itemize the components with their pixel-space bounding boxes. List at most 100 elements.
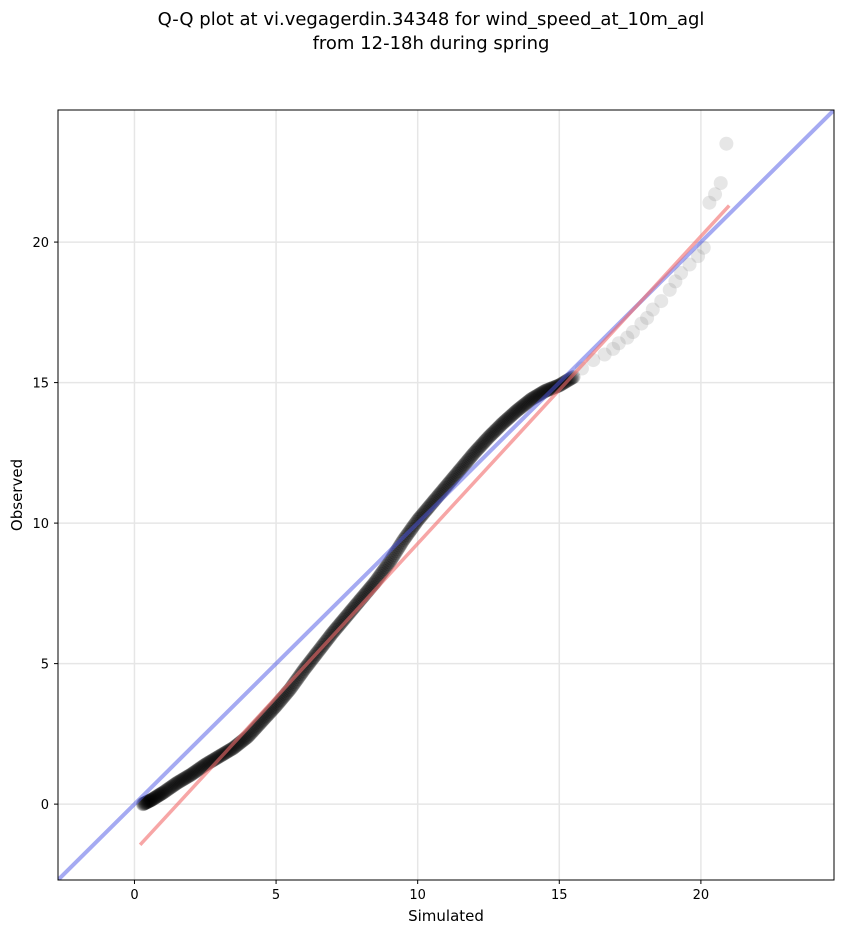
data-point (332, 617, 347, 632)
data-point (156, 785, 171, 800)
data-point (161, 781, 176, 796)
y-tick-label: 0 (41, 798, 49, 813)
data-point (172, 774, 187, 789)
data-point (152, 787, 167, 802)
tail-point (691, 249, 706, 264)
data-point (169, 776, 184, 791)
data-point (291, 670, 306, 685)
data-point (293, 667, 308, 682)
data-point (415, 507, 430, 522)
data-point (508, 404, 523, 419)
data-point (416, 506, 431, 521)
data-point (379, 558, 394, 573)
data-point (469, 443, 484, 458)
data-point (472, 440, 487, 455)
data-point (171, 775, 186, 790)
data-point (527, 390, 542, 405)
data-point (193, 761, 208, 776)
data-point (296, 663, 311, 678)
tail-point (708, 187, 723, 202)
data-point (167, 777, 182, 792)
data-point (526, 391, 541, 406)
tail-point (674, 265, 689, 280)
data-point (140, 795, 155, 810)
data-point (395, 534, 410, 549)
data-point (148, 790, 163, 805)
data-point (479, 432, 494, 447)
data-point (381, 557, 396, 572)
data-point (160, 782, 175, 797)
data-point (413, 510, 428, 525)
data-point (462, 451, 477, 466)
data-point (192, 761, 207, 776)
tail-point (662, 282, 677, 297)
data-point (509, 403, 524, 418)
data-point (195, 759, 210, 774)
tail-point (640, 310, 655, 325)
data-point (500, 412, 515, 427)
identity-line (58, 110, 834, 880)
data-point (138, 795, 153, 810)
tail-point (682, 257, 697, 272)
data-point (459, 455, 474, 470)
data-point (447, 469, 462, 484)
data-point (461, 452, 476, 467)
x-axis: 0 5 10 15 20 (130, 880, 709, 903)
data-point (142, 793, 157, 808)
data-point (175, 772, 190, 787)
data-point (328, 622, 343, 637)
data-point (383, 553, 398, 568)
data-point (174, 773, 189, 788)
data-point (224, 742, 239, 757)
data-point (485, 426, 500, 441)
data-point (481, 430, 496, 445)
data-point (194, 760, 209, 775)
data-point (450, 465, 465, 480)
data-point (463, 450, 478, 465)
data-point (150, 789, 165, 804)
data-point (523, 392, 538, 407)
data-point (378, 560, 393, 575)
y-axis-label: Observed (8, 459, 26, 531)
data-point (468, 444, 483, 459)
tail-point (719, 136, 734, 151)
chart-subtitle: from 12-18h during spring (313, 33, 550, 54)
data-point (149, 789, 164, 804)
data-point (331, 618, 346, 633)
data-point (226, 740, 241, 755)
data-point (477, 434, 492, 449)
data-point (475, 436, 490, 451)
data-point (489, 422, 504, 437)
data-point (541, 382, 556, 397)
data-point (324, 627, 339, 642)
data-point (179, 770, 194, 785)
data-point (143, 793, 158, 808)
data-point (144, 792, 159, 807)
data-point (522, 393, 537, 408)
data-point (376, 563, 391, 578)
data-point (456, 458, 471, 473)
y-tick-label: 5 (41, 658, 49, 673)
data-point (295, 665, 310, 680)
x-axis-label: Simulated (408, 907, 484, 925)
data-point (184, 767, 199, 782)
data-point (155, 785, 170, 800)
data-point (521, 394, 536, 409)
data-point (152, 788, 167, 803)
tail-point (668, 274, 683, 289)
data-point (514, 399, 529, 414)
data-point (494, 417, 509, 432)
data-point (187, 765, 202, 780)
data-point (164, 780, 179, 795)
data-point (151, 788, 166, 803)
data-point (464, 448, 479, 463)
data-point (336, 613, 351, 628)
data-point (470, 441, 485, 456)
data-point (139, 795, 154, 810)
data-point (325, 625, 340, 640)
data-point (335, 614, 350, 629)
data-point (173, 773, 188, 788)
data-point (495, 416, 510, 431)
data-point (191, 762, 206, 777)
data-point (486, 425, 501, 440)
